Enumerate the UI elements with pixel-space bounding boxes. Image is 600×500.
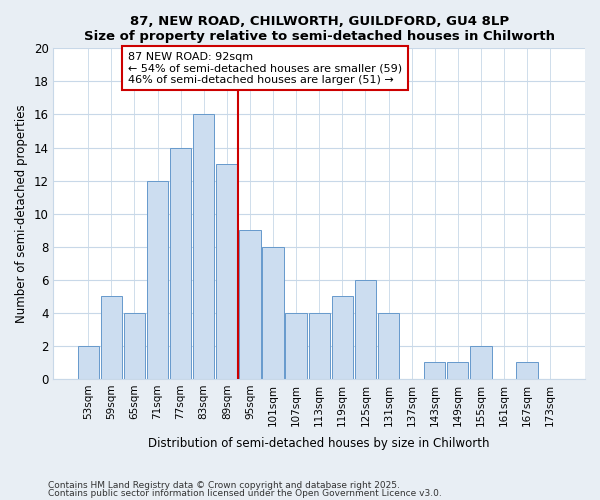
Bar: [262, 246, 284, 379]
Text: 87 NEW ROAD: 92sqm
← 54% of semi-detached houses are smaller (59)
46% of semi-de: 87 NEW ROAD: 92sqm ← 54% of semi-detache…: [128, 52, 402, 85]
Bar: [308, 313, 330, 379]
Bar: [239, 230, 260, 379]
Title: 87, NEW ROAD, CHILWORTH, GUILDFORD, GU4 8LP
Size of property relative to semi-de: 87, NEW ROAD, CHILWORTH, GUILDFORD, GU4 …: [84, 15, 555, 43]
Bar: [193, 114, 214, 379]
Bar: [332, 296, 353, 379]
Bar: [286, 313, 307, 379]
Bar: [170, 148, 191, 379]
Text: Contains public sector information licensed under the Open Government Licence v3: Contains public sector information licen…: [48, 489, 442, 498]
Bar: [355, 280, 376, 379]
Bar: [447, 362, 469, 379]
Bar: [101, 296, 122, 379]
Bar: [517, 362, 538, 379]
Bar: [378, 313, 399, 379]
X-axis label: Distribution of semi-detached houses by size in Chilworth: Distribution of semi-detached houses by …: [148, 437, 490, 450]
Y-axis label: Number of semi-detached properties: Number of semi-detached properties: [15, 104, 28, 323]
Bar: [470, 346, 491, 379]
Bar: [124, 313, 145, 379]
Bar: [424, 362, 445, 379]
Text: Contains HM Land Registry data © Crown copyright and database right 2025.: Contains HM Land Registry data © Crown c…: [48, 480, 400, 490]
Bar: [147, 180, 168, 379]
Bar: [216, 164, 238, 379]
Bar: [77, 346, 99, 379]
